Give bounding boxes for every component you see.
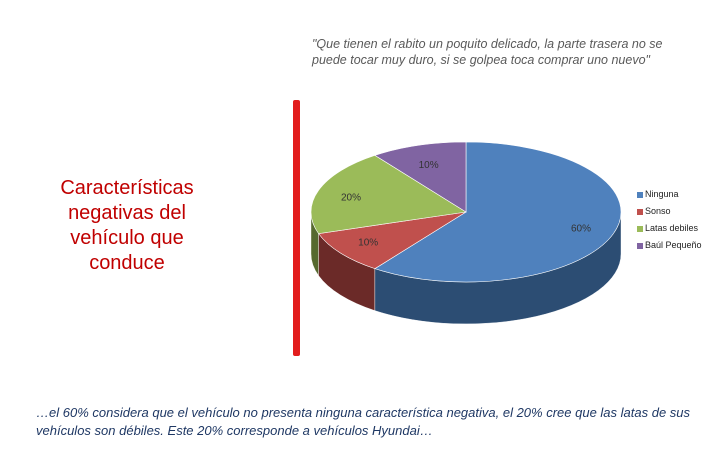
legend-item: Baúl Pequeño (637, 237, 702, 254)
side-title: Características negativas del vehículo q… (60, 177, 194, 274)
chart-legend: Ninguna Sonso Latas debiles Baúl Pequeño (637, 186, 702, 254)
legend-item: Sonso (637, 203, 702, 220)
pie-slice-latas-debiles (310, 155, 467, 234)
legend-label: Latas debiles (645, 223, 699, 233)
quote-text: "Que tienen el rabito un poquito delicad… (312, 37, 663, 67)
pie-slice-ninguna (374, 141, 622, 283)
legend-swatch (637, 208, 643, 215)
bottom-caption: …el 60% considera que el vehículo no pre… (36, 405, 691, 438)
pie-data-label: 10% (358, 238, 378, 249)
legend-label: Baúl Pequeño (645, 240, 702, 250)
pie-slice-baúl-pequeño (374, 141, 467, 213)
pie-data-label: 20% (341, 192, 361, 203)
legend-item: Latas debiles (637, 220, 702, 237)
pie-slice-sonso (318, 211, 467, 269)
legend-swatch (637, 191, 643, 198)
red-divider-bar (293, 100, 300, 356)
legend-swatch (637, 225, 643, 232)
legend-item: Ninguna (637, 186, 702, 203)
legend-label: Ninguna (645, 189, 679, 199)
legend-label: Sonso (645, 206, 671, 216)
legend-swatch (637, 242, 643, 249)
pie-data-label: 10% (419, 160, 439, 171)
pie-data-label: 60% (571, 224, 591, 235)
